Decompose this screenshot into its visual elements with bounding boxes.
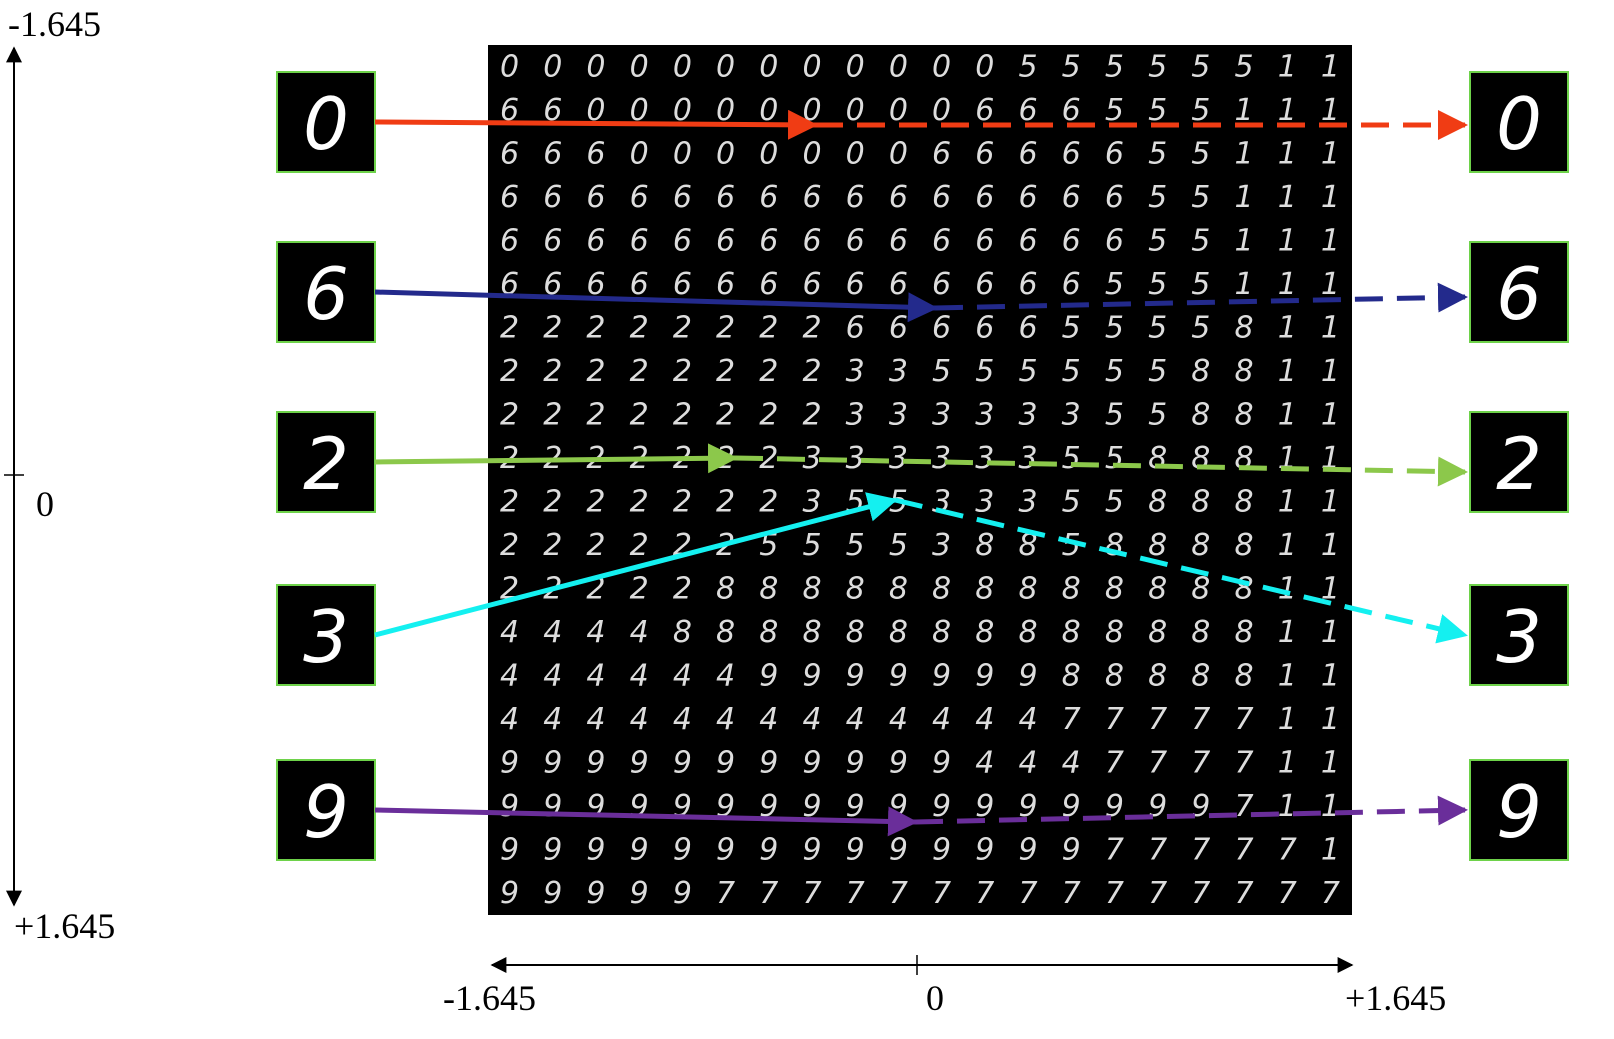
digit-label: 0 xyxy=(1496,82,1542,166)
digit-label: 6 xyxy=(1496,252,1542,336)
x-tick-label: +1.645 xyxy=(1345,978,1446,1018)
digit-label: 0 xyxy=(303,82,349,166)
page: -1.645 0 +1.645 -1.645 0 +1.645 00000000… xyxy=(0,0,1614,1039)
digit-label: 3 xyxy=(1496,595,1542,679)
y-tick-label: +1.645 xyxy=(14,906,115,946)
digit-label: 9 xyxy=(1496,770,1542,854)
diagram: -1.645 0 +1.645 -1.645 0 +1.645 00000000… xyxy=(0,0,1614,1039)
digit-label: 3 xyxy=(303,595,349,679)
x-tick-label: 0 xyxy=(926,978,944,1018)
x-tick-label: -1.645 xyxy=(443,978,536,1018)
digit-label: 2 xyxy=(1496,422,1542,506)
digit-label: 9 xyxy=(303,770,349,854)
digit-label: 6 xyxy=(303,252,349,336)
y-tick-label: -1.645 xyxy=(8,4,101,44)
digit-label: 2 xyxy=(303,422,349,506)
y-tick-label: 0 xyxy=(36,484,54,524)
latent-grid xyxy=(488,45,1352,915)
arrow xyxy=(375,122,815,125)
